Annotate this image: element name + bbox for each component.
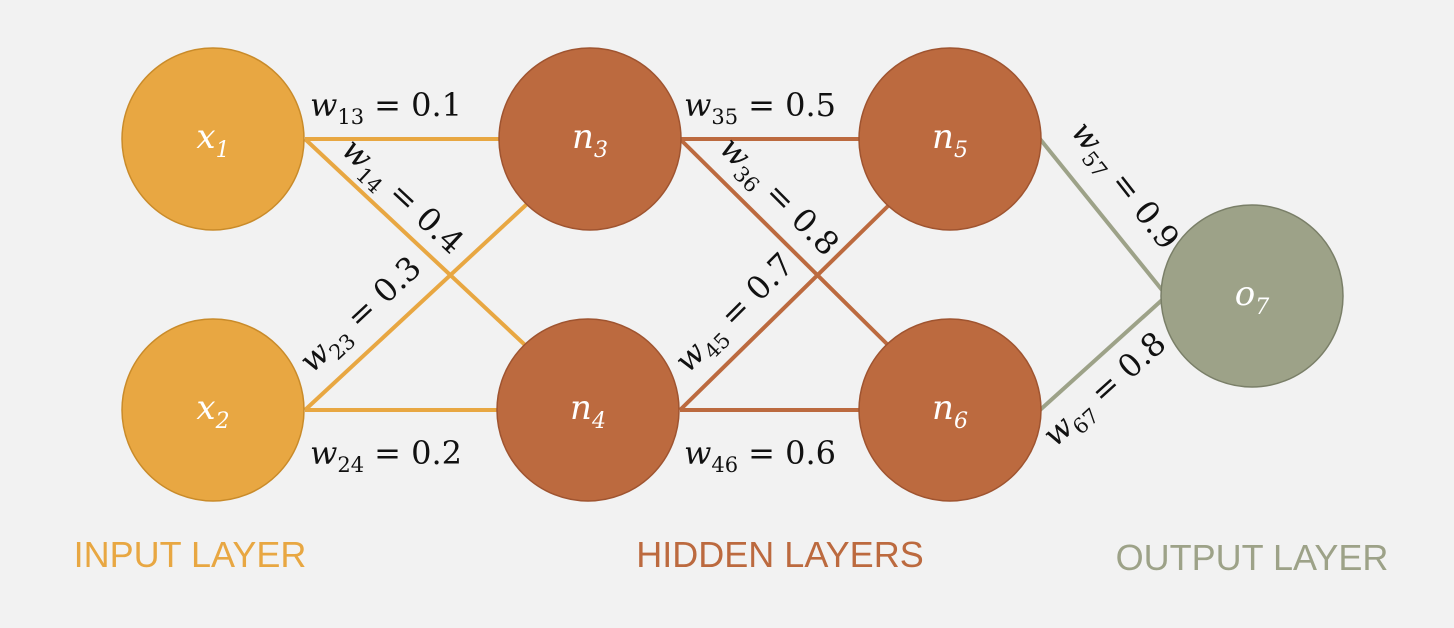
node-x2: x2 [121,318,305,502]
svg-text:n5: n5 [932,117,968,163]
svg-text:n6: n6 [932,388,968,434]
svg-text:x1: x1 [196,117,229,163]
layer-label-hidden: HIDDEN LAYERS [636,534,923,575]
edge-x2-n3 [303,202,529,412]
weight-w14: w14= 0.4 [331,130,471,265]
svg-text:o7: o7 [1235,274,1269,320]
edge-n5-o7 [1038,137,1164,292]
node-n3-sub: 3 [594,138,608,163]
layer-label-output: OUTPUT LAYER [1116,537,1389,578]
node-o7: o7 [1160,204,1344,388]
node-n4-var: n [570,388,592,428]
edge-n3-n6 [678,137,890,347]
weight-labels: w13 = 0.1 w14= 0.4 w23= 0.3 w24 = 0.2 w35 =… [292,86,1188,477]
node-n6: n6 [858,318,1042,502]
node-x2-sub: 2 [215,409,230,434]
weight-w35: w35 = 0.5 [684,86,836,129]
edge-x1-n4 [303,137,527,347]
node-n4-sub: 4 [591,409,606,434]
node-x1-sub: 1 [216,138,230,163]
node-n6-var: n [932,388,954,428]
layer-label-input: INPUT LAYER [74,534,307,575]
node-x1: x1 [121,47,305,231]
svg-text:x2: x2 [196,388,229,434]
node-x2-var: x [196,388,215,428]
weight-w45: w45= 0.7 [667,245,805,383]
svg-text:n4: n4 [570,388,606,434]
weight-w13: w13 = 0.1 [310,86,462,129]
weight-w24: w24 = 0.2 [310,434,462,477]
edge-n6-o7 [1038,298,1164,412]
edge-n4-n5 [678,204,890,412]
node-n5: n5 [858,47,1042,231]
node-o7-var: o [1235,274,1255,314]
weight-w67: w67= 0.8 [1035,324,1177,458]
node-n4: n4 [496,318,680,502]
node-n3-var: n [572,117,594,157]
node-x1-var: x [196,117,215,157]
node-n6-sub: 6 [954,409,968,434]
edges [303,137,1164,412]
node-n3: n3 [498,47,682,231]
weight-w23: w23= 0.3 [292,248,432,383]
node-n5-var: n [932,117,954,157]
svg-text:n3: n3 [572,117,608,163]
weight-w36: w36= 0.8 [709,129,847,267]
node-n5-sub: 5 [954,138,968,163]
layer-labels: INPUT LAYER HIDDEN LAYERS OUTPUT LAYER [74,534,1389,578]
weight-w46: w46 = 0.6 [684,434,836,477]
nodes: x1 x2 n3 n4 n5 [121,47,1344,502]
node-o7-sub: 7 [1255,295,1269,320]
